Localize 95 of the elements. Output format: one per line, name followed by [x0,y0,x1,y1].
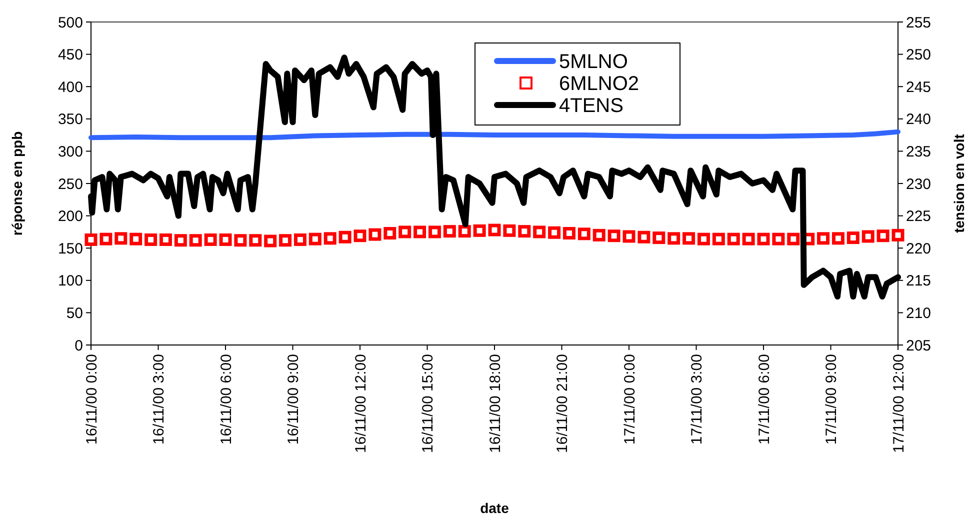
point [787,232,800,246]
point [114,232,128,245]
legend-label: 4TENS [559,95,624,117]
point [84,233,98,246]
point [668,232,680,245]
point [189,234,202,247]
point [862,230,874,243]
x-tick-label: 17/11/00 0:00 [621,354,638,445]
y2-tick-label: 240 [906,111,932,128]
point [294,233,306,246]
point [458,225,471,238]
y2-tick-label: 230 [906,176,932,193]
point [338,230,352,244]
point [892,228,904,242]
point [398,226,412,238]
y2-tick-label: 225 [906,208,932,226]
y-tick-label: 200 [58,208,83,226]
point [592,228,606,242]
point [503,224,516,237]
point [249,234,262,247]
y-tick-label: 450 [58,46,83,64]
y-tick-label: 250 [58,176,83,193]
point [428,226,441,238]
point [354,230,366,242]
y-tick-label: 300 [58,143,83,160]
y2-tick-label: 220 [906,240,932,258]
point [712,232,725,246]
point [219,233,232,246]
x-tick-label: 17/11/00 3:00 [688,354,706,445]
x-axis-title: date [480,500,510,516]
y-axis-title: réponse en ppb [9,131,25,236]
x-tick-label: 16/11/00 15:00 [420,354,436,453]
point [130,232,142,246]
point [652,232,666,244]
y2-tick-label: 215 [906,272,932,290]
x-tick-label: 16/11/00 18:00 [486,354,504,453]
legend-label: 6MLNO2 [559,73,640,95]
y2-tick-label: 210 [906,304,932,322]
point [473,224,486,237]
point [488,224,501,236]
point [324,232,336,245]
x-tick-label: 16/11/00 6:00 [218,354,235,445]
point [832,232,844,245]
x-tick-label: 16/11/00 0:00 [83,354,100,445]
y-tick-label: 50 [66,304,83,322]
x-tick-label: 17/11/00 9:00 [823,354,840,445]
y-tick-label: 350 [58,111,83,128]
point [548,226,561,239]
point [384,226,396,240]
point [578,228,590,240]
point [817,232,830,245]
point [682,232,696,245]
point [846,232,860,244]
y-tick-label: 150 [58,240,83,258]
point [264,234,277,248]
point [174,234,187,247]
point [622,230,636,243]
y2-tick-label: 235 [906,143,932,160]
point [608,230,620,242]
x-tick-label: 16/11/00 9:00 [285,354,302,445]
point [518,225,531,238]
x-tick-label: 16/11/00 3:00 [150,354,168,445]
y-tick-label: 500 [58,14,83,32]
point [742,232,755,246]
y-tick-label: 0 [74,337,83,354]
x-tick-label: 16/11/00 21:00 [554,354,571,453]
point [876,230,890,242]
y-tick-label: 400 [58,78,83,96]
point [727,232,740,246]
x-tick-label: 17/11/00 6:00 [756,354,773,445]
y2-tick-label: 250 [906,46,932,64]
point [144,233,158,246]
point [368,228,382,241]
point [533,226,546,238]
point [204,233,217,246]
point [697,232,710,246]
legend-label: 5MLNO [559,51,628,73]
x-tick-label: 16/11/00 12:00 [352,354,370,453]
y2-tick-label: 245 [906,78,932,96]
point [308,232,322,246]
y-tick-label: 100 [58,272,83,290]
point [100,232,112,246]
point [414,226,426,238]
point [757,232,770,246]
point [279,234,292,247]
point [772,232,785,246]
y2-axis-title: tension en volt [951,134,967,233]
point [443,225,456,238]
point [159,233,172,246]
point [234,234,247,247]
y2-tick-label: 205 [906,337,932,354]
x-tick-label: 17/11/00 12:00 [890,354,908,453]
point [562,226,576,240]
point [638,230,650,244]
y2-tick-label: 255 [906,14,932,32]
